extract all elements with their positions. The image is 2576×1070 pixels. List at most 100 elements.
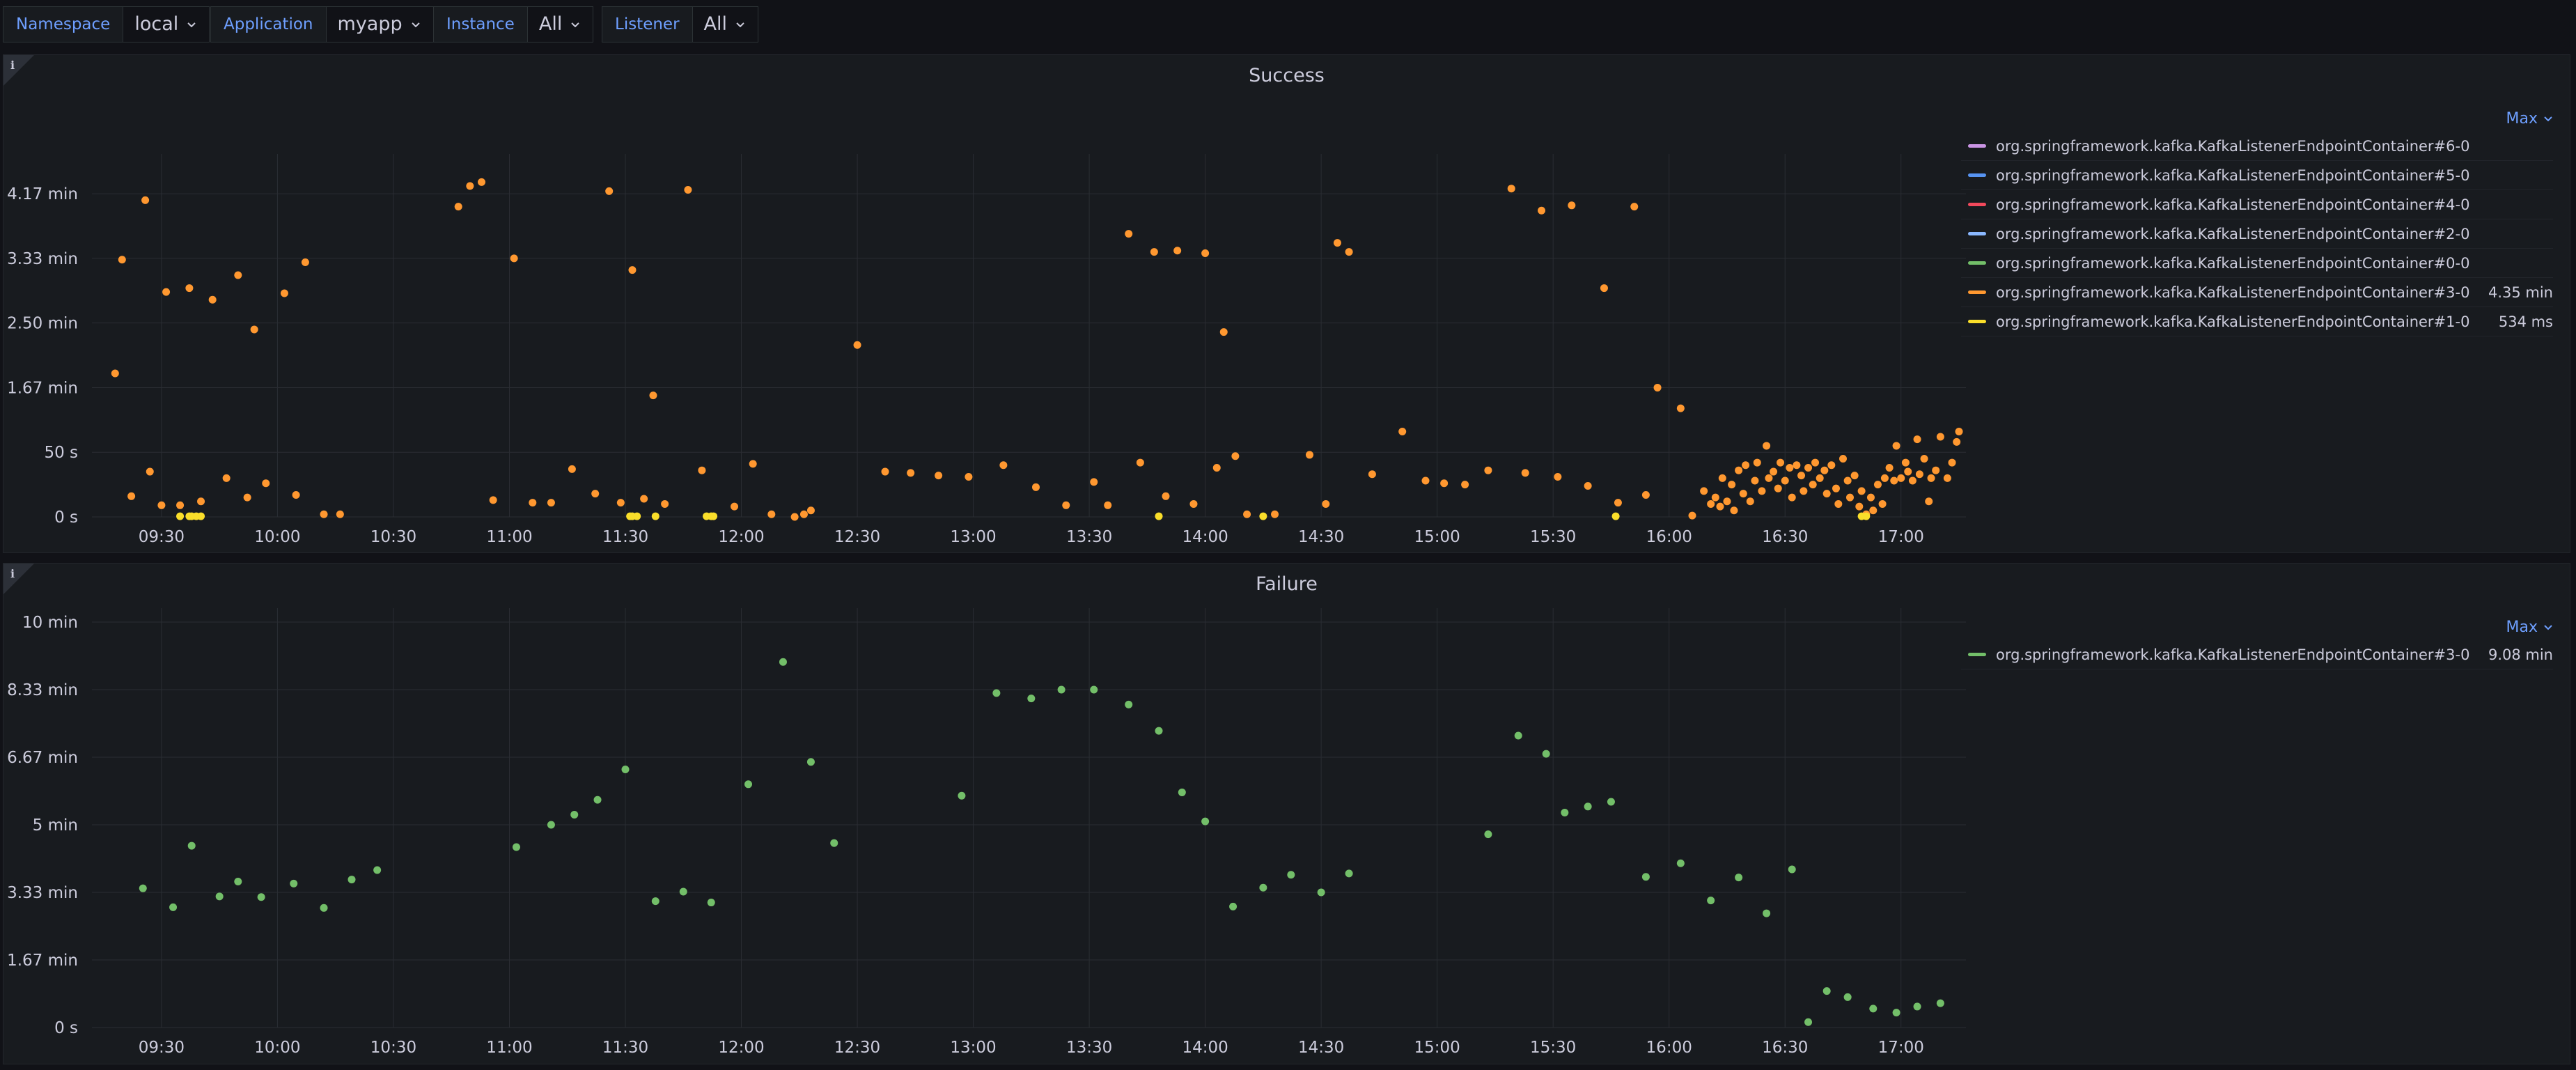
variable-label: Application <box>210 6 327 42</box>
data-point <box>1869 1005 1878 1013</box>
data-point <box>1873 481 1882 489</box>
data-point <box>1538 206 1546 215</box>
y-tick-label: 10 min <box>22 614 78 632</box>
data-point <box>1739 490 1747 498</box>
data-point <box>215 892 224 901</box>
legend-max-value: 9.08 min <box>2488 646 2553 663</box>
data-point <box>222 474 231 482</box>
data-point <box>320 904 328 912</box>
data-point <box>1758 487 1766 495</box>
application-select[interactable]: myapp <box>326 6 434 42</box>
data-point <box>1788 493 1796 502</box>
y-tick-label: 6.67 min <box>7 749 78 767</box>
data-point <box>139 884 147 892</box>
legend-swatch <box>1968 320 1986 323</box>
x-tick-label: 11:30 <box>602 528 648 546</box>
data-point <box>262 479 270 488</box>
data-point <box>1630 203 1639 211</box>
legend-series-name: org.springframework.kafka.KafkaListenerE… <box>1996 225 2470 242</box>
legend-item[interactable]: org.springframework.kafka.KafkaListenerE… <box>1961 190 2553 219</box>
y-tick-label: 4.17 min <box>7 185 78 203</box>
data-point <box>1781 476 1789 485</box>
data-point <box>1707 499 1715 508</box>
x-tick-label: 09:30 <box>139 528 185 546</box>
data-point <box>1913 435 1921 444</box>
chevron-down-icon <box>571 22 580 28</box>
data-point <box>1892 1009 1900 1017</box>
data-point <box>1953 437 1961 446</box>
data-point <box>1820 466 1829 474</box>
select-value: All <box>538 13 563 35</box>
instance-select[interactable]: All <box>527 6 594 42</box>
data-point <box>1057 685 1065 694</box>
legend-item[interactable]: org.springframework.kafka.KafkaListenerE… <box>1961 307 2553 336</box>
x-tick-label: 12:30 <box>834 528 880 546</box>
data-point <box>336 510 344 518</box>
info-icon[interactable]: i <box>10 59 15 72</box>
data-point <box>1774 484 1782 493</box>
legend-item[interactable]: org.springframework.kafka.KafkaListenerE… <box>1961 132 2553 161</box>
legend-item[interactable]: org.springframework.kafka.KafkaListenerE… <box>1961 161 2553 190</box>
panel-info-corner[interactable] <box>3 564 34 594</box>
data-point <box>1090 478 1098 486</box>
x-tick-label: 10:00 <box>254 528 300 546</box>
data-point <box>570 810 579 819</box>
data-point <box>1568 201 1576 210</box>
data-point <box>1398 428 1407 436</box>
legend-swatch <box>1968 203 1986 206</box>
data-point <box>510 254 518 263</box>
data-point <box>1834 499 1843 508</box>
data-point <box>999 461 1008 470</box>
data-point <box>568 465 576 473</box>
panel-title[interactable]: Success <box>1249 65 1325 86</box>
variable-application: Application myapp <box>210 6 434 42</box>
x-tick-label: 11:30 <box>602 1039 648 1057</box>
data-point <box>1804 1018 1813 1026</box>
listener-select[interactable]: All <box>692 6 759 42</box>
x-tick-label: 11:00 <box>486 528 532 546</box>
data-point <box>1723 497 1731 506</box>
data-point <box>593 796 602 804</box>
data-point <box>1800 487 1808 495</box>
data-point <box>1219 328 1228 336</box>
x-tick-label: 12:00 <box>718 1039 764 1057</box>
data-point <box>767 510 776 518</box>
data-point <box>1890 476 1898 485</box>
legend-item[interactable]: org.springframework.kafka.KafkaListenerE… <box>1961 219 2553 249</box>
data-point <box>118 256 126 264</box>
data-point <box>373 866 382 874</box>
legend-series-name: org.springframework.kafka.KafkaListenerE… <box>1996 137 2470 155</box>
data-point <box>1932 466 1940 474</box>
data-point <box>320 510 328 518</box>
y-tick-label: 0 s <box>54 509 78 527</box>
legend-swatch <box>1968 232 1986 235</box>
x-tick-label: 09:30 <box>139 1039 185 1057</box>
data-point <box>1031 483 1040 491</box>
panel-info-corner[interactable] <box>3 55 34 86</box>
x-tick-label: 13:30 <box>1066 1039 1112 1057</box>
data-point <box>684 186 692 194</box>
panel-title[interactable]: Failure <box>1256 573 1318 595</box>
legend-item[interactable]: org.springframework.kafka.KafkaListenerE… <box>1961 278 2553 307</box>
legend-max-header[interactable]: Max <box>1961 614 2553 640</box>
legend-item[interactable]: org.springframework.kafka.KafkaListenerE… <box>1961 249 2553 278</box>
data-point <box>157 501 166 509</box>
data-point <box>1765 474 1773 482</box>
data-point <box>1832 484 1840 493</box>
data-point <box>1885 463 1894 472</box>
legend-item[interactable]: org.springframework.kafka.KafkaListenerE… <box>1961 640 2553 669</box>
chevron-down-icon <box>411 22 420 28</box>
data-point <box>1936 999 1944 1007</box>
legend-max-value: 534 ms <box>2498 313 2553 330</box>
variable-label: Instance <box>433 6 528 42</box>
legend-max-header[interactable]: Max <box>1961 105 2553 132</box>
data-point <box>1746 497 1754 506</box>
data-point <box>621 765 630 773</box>
data-point <box>1178 788 1186 796</box>
info-icon[interactable]: i <box>10 567 15 580</box>
x-tick-label: 10:00 <box>254 1039 300 1057</box>
data-point <box>1728 481 1736 489</box>
namespace-select[interactable]: local <box>123 6 210 42</box>
data-point <box>1892 442 1900 450</box>
data-point <box>779 658 787 666</box>
